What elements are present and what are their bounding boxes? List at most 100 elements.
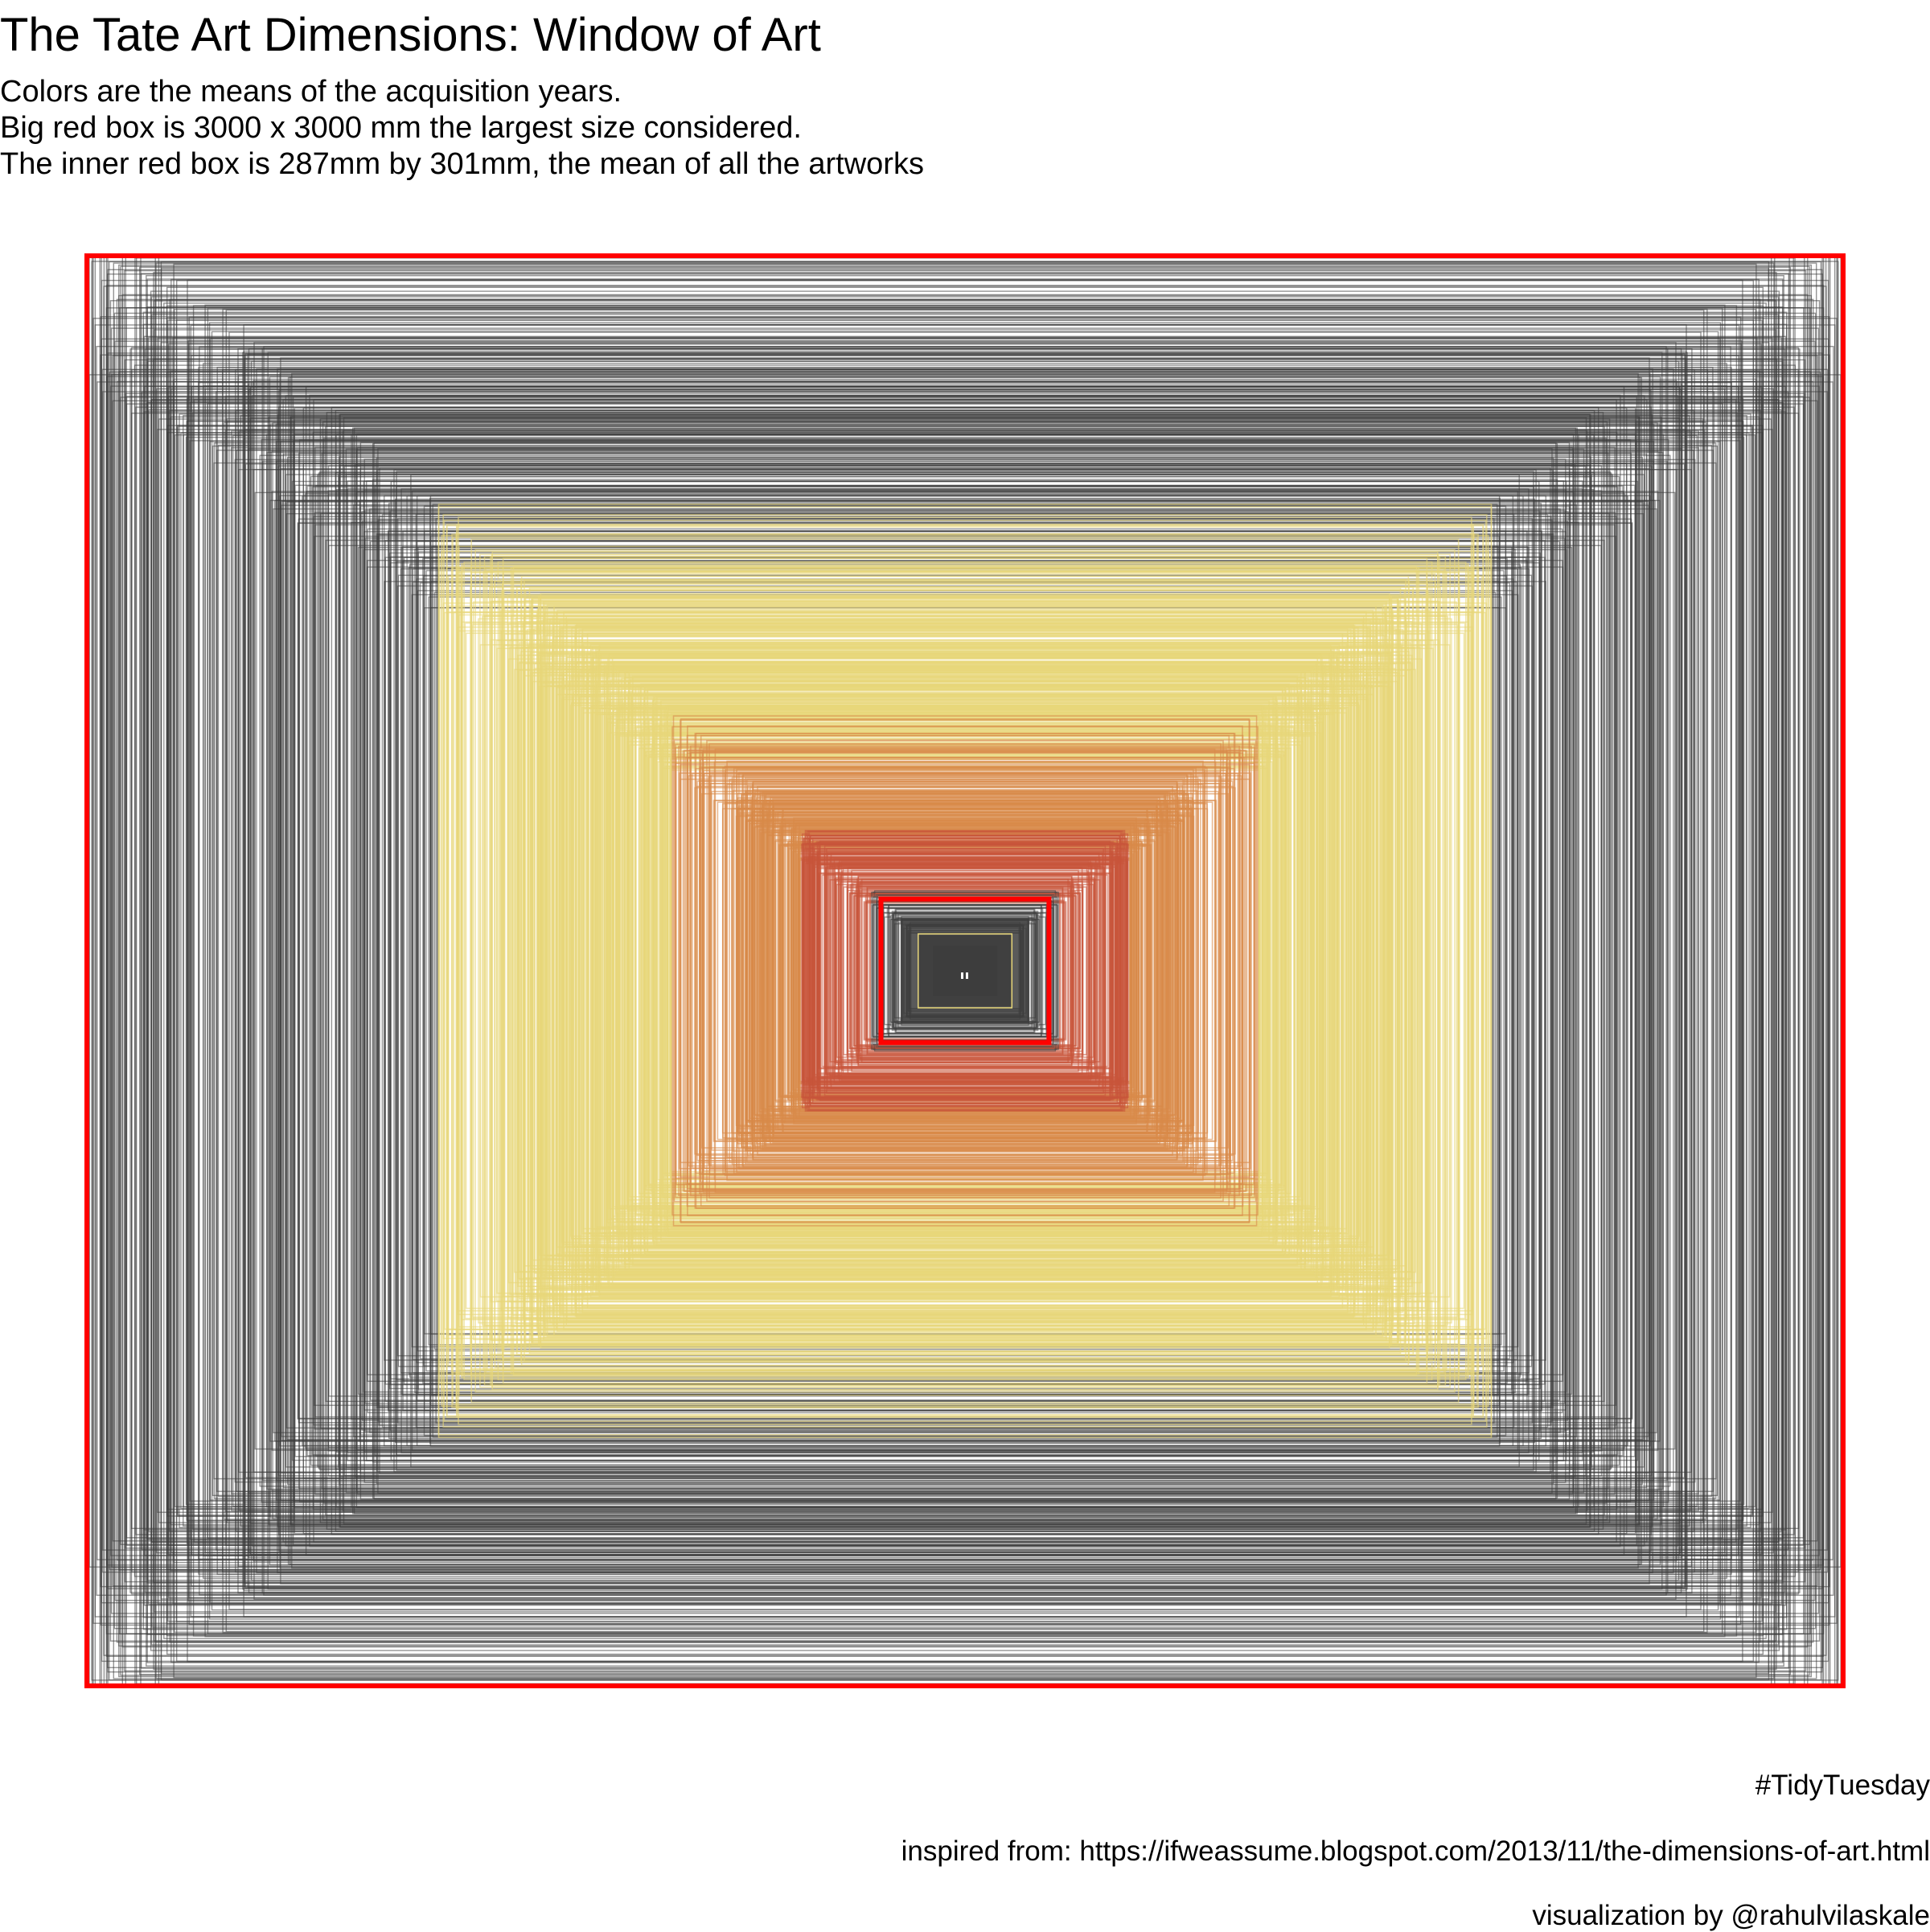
artwork-rect: [253, 342, 1677, 1600]
artwork-rect: [517, 620, 1413, 1322]
caption-inspiration: inspired from: https://ifweassume.blogsp…: [901, 1835, 1930, 1867]
chart-subtitle: Colors are the means of the acquisition …: [0, 74, 924, 183]
artwork-rect: [581, 627, 1349, 1314]
artwork-rect: [857, 875, 1073, 1067]
artwork-rect: [598, 644, 1332, 1297]
caption-credit: visualization by @rahulvilaskale: [1532, 1900, 1930, 1931]
artwork-rect: [187, 340, 1743, 1601]
artwork-rect: [680, 718, 1250, 1223]
artwork-rect: [250, 360, 1680, 1581]
artwork-rect: [749, 787, 1181, 1155]
artwork-rect: [503, 606, 1427, 1336]
artwork-rect: [353, 427, 1577, 1515]
artwork-rect: [706, 739, 1224, 1202]
artwork-rect: [830, 852, 1100, 1090]
artwork-rect: [435, 518, 1495, 1424]
artwork-rect: [714, 748, 1216, 1194]
artwork-rect: [864, 902, 1066, 1040]
artwork-rect: [138, 266, 1792, 1675]
chart-title: The Tate Art Dimensions: Window of Art: [0, 9, 821, 61]
artwork-rect: [731, 776, 1199, 1165]
artwork-rect: [491, 551, 1439, 1391]
artwork-rect: [227, 420, 1703, 1522]
artwork-rect: [829, 857, 1101, 1085]
artwork-rect: [146, 275, 1784, 1667]
artwork-rect: [313, 399, 1617, 1543]
artwork-rect: [632, 702, 1298, 1239]
artwork-rect: [752, 780, 1178, 1161]
artwork-rect: [355, 433, 1575, 1508]
artwork-rect: [267, 351, 1663, 1590]
artwork-rect: [278, 389, 1652, 1552]
artwork-rect: [512, 565, 1418, 1376]
artwork-rect: [452, 536, 1478, 1405]
artwork-rect: [515, 617, 1415, 1325]
artwork-rect: [111, 373, 1819, 1568]
artwork-rect: [217, 444, 1713, 1498]
artwork-rect: [172, 337, 1758, 1605]
artwork-rectangles: [88, 255, 1842, 1687]
artwork-rect: [343, 466, 1587, 1477]
artwork-rect: [285, 501, 1644, 1441]
artwork-rect: [339, 413, 1591, 1528]
artwork-rect: [326, 412, 1604, 1530]
artwork-rect: [397, 574, 1533, 1367]
artwork-rect: [474, 549, 1456, 1393]
artwork-rect: [410, 474, 1520, 1468]
artwork-rect: [263, 346, 1667, 1596]
artwork-rect: [726, 760, 1204, 1182]
artwork-rect: [384, 540, 1546, 1402]
artwork-rect: [356, 446, 1574, 1495]
artwork-rect: [403, 557, 1527, 1385]
artwork-rect: [395, 498, 1535, 1444]
artwork-rect: [897, 913, 1033, 1029]
artwork-rect: [585, 680, 1345, 1261]
artwork-rect: [361, 520, 1568, 1421]
artwork-rect: [601, 703, 1329, 1239]
artwork-rect: [458, 545, 1472, 1396]
artwork-rect: [276, 460, 1654, 1482]
artwork-rect: [854, 890, 1076, 1051]
artwork-rect: [321, 452, 1609, 1490]
artwork-rect: [180, 432, 1750, 1510]
artwork-rect: [309, 394, 1621, 1548]
artwork-rect: [374, 485, 1556, 1457]
artwork-rect: [225, 309, 1705, 1633]
artwork-rect: [202, 363, 1727, 1579]
artwork-rect: [369, 508, 1561, 1433]
artwork-rect: [270, 450, 1660, 1491]
artwork-rect: [889, 915, 1041, 1027]
artwork-rect: [867, 887, 1064, 1054]
artwork-rect: [583, 647, 1347, 1294]
artwork-rect: [282, 453, 1648, 1489]
artwork-rect: [160, 267, 1769, 1675]
artwork-rect: [573, 691, 1357, 1251]
artwork-rect: [851, 869, 1079, 1072]
artwork-rect: [320, 512, 1610, 1429]
artwork-rect: [494, 573, 1436, 1369]
artwork-rect: [163, 302, 1767, 1639]
artwork-rect: [497, 561, 1433, 1381]
center-core: [933, 945, 998, 997]
mean-size-box: [878, 896, 1052, 1046]
artwork-rect: [367, 528, 1563, 1414]
artwork-rect: [232, 434, 1698, 1507]
artwork-rect: [393, 469, 1537, 1473]
artwork-rect: [536, 608, 1394, 1334]
center-mark: [961, 972, 963, 979]
artwork-rect: [388, 503, 1542, 1439]
artwork-rect: [322, 438, 1608, 1504]
artwork-rect: [190, 355, 1739, 1587]
artwork-rect: [123, 269, 1807, 1672]
subtitle-line-2: Big red box is 3000 x 3000 mm the larges…: [0, 111, 802, 145]
artwork-rect: [153, 329, 1777, 1613]
artwork-rect: [441, 550, 1489, 1391]
artwork-rect: [524, 589, 1406, 1353]
artwork-rect: [520, 575, 1410, 1367]
artwork-rect: [873, 890, 1056, 1052]
artwork-rect: [240, 415, 1690, 1527]
artwork-rect: [331, 406, 1599, 1535]
artwork-rect: [511, 615, 1419, 1327]
artwork-rect: [485, 568, 1445, 1374]
artwork-rect: [107, 269, 1823, 1673]
